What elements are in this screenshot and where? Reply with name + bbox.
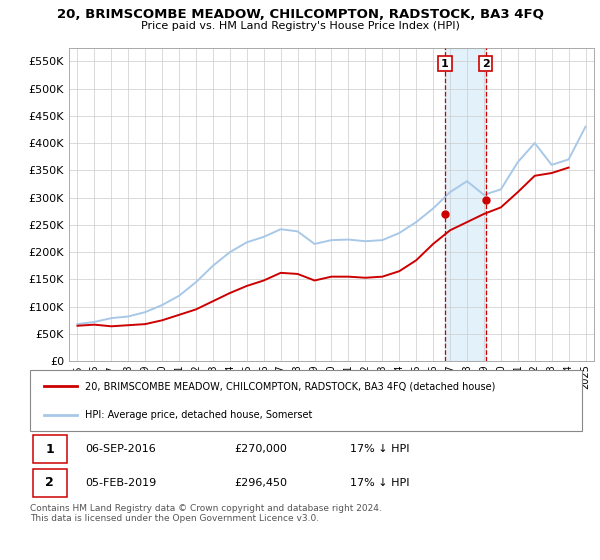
Text: 17% ↓ HPI: 17% ↓ HPI xyxy=(350,478,410,488)
Bar xyxy=(445,48,485,361)
FancyBboxPatch shape xyxy=(33,435,67,463)
Text: 2: 2 xyxy=(46,476,54,489)
Text: 20, BRIMSCOMBE MEADOW, CHILCOMPTON, RADSTOCK, BA3 4FQ: 20, BRIMSCOMBE MEADOW, CHILCOMPTON, RADS… xyxy=(56,8,544,21)
Text: Contains HM Land Registry data © Crown copyright and database right 2024.
This d: Contains HM Land Registry data © Crown c… xyxy=(30,504,382,524)
Text: Price paid vs. HM Land Registry's House Price Index (HPI): Price paid vs. HM Land Registry's House … xyxy=(140,21,460,31)
Text: 1: 1 xyxy=(46,442,54,456)
Text: 20, BRIMSCOMBE MEADOW, CHILCOMPTON, RADSTOCK, BA3 4FQ (detached house): 20, BRIMSCOMBE MEADOW, CHILCOMPTON, RADS… xyxy=(85,381,496,391)
Text: 2: 2 xyxy=(482,59,490,68)
Text: £296,450: £296,450 xyxy=(234,478,287,488)
Text: 17% ↓ HPI: 17% ↓ HPI xyxy=(350,444,410,454)
FancyBboxPatch shape xyxy=(30,370,582,431)
Text: 05-FEB-2019: 05-FEB-2019 xyxy=(85,478,157,488)
Text: £270,000: £270,000 xyxy=(234,444,287,454)
Text: 1: 1 xyxy=(441,59,449,68)
Text: 06-SEP-2016: 06-SEP-2016 xyxy=(85,444,156,454)
FancyBboxPatch shape xyxy=(33,469,67,497)
Text: HPI: Average price, detached house, Somerset: HPI: Average price, detached house, Some… xyxy=(85,409,313,419)
